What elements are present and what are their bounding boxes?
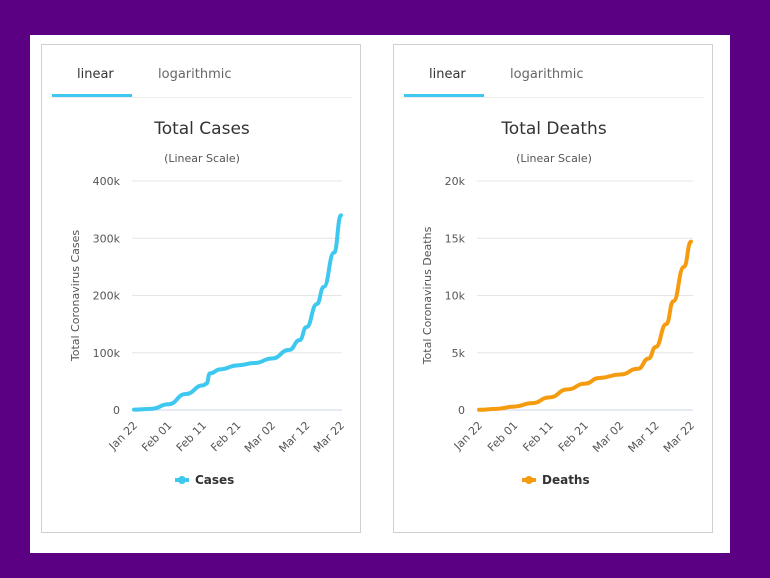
y-tick-label: 15k — [445, 232, 466, 245]
chart-title: Total Deaths — [500, 119, 607, 139]
legend-marker — [525, 476, 533, 484]
series-line-cases — [132, 213, 343, 412]
x-tick-label: Jan 22 — [106, 419, 140, 453]
cases-chart-card: linear logarithmic Total Cases (Linear Sc… — [41, 44, 361, 533]
tab-logarithmic[interactable]: logarithmic — [510, 67, 584, 82]
tab-linear[interactable]: linear — [77, 67, 114, 82]
y-axis-label: Total Coronavirus Deaths — [421, 226, 434, 365]
deaths-chart: Total Deaths (Linear Scale) Total Coronavi… — [421, 119, 697, 487]
y-tick-label: 10k — [445, 290, 466, 303]
legend-item-deaths: Deaths — [542, 473, 590, 487]
y-tick-label: 0 — [458, 404, 465, 417]
x-tick-label: Feb 21 — [556, 419, 591, 454]
y-tick-label: 0 — [113, 404, 120, 417]
y-axis-label: Total Coronavirus Cases — [69, 230, 82, 363]
x-tick-label: Mar 22 — [311, 419, 347, 455]
y-tick-label: 200k — [93, 290, 121, 303]
y-tick-label: 400k — [93, 175, 121, 188]
scale-tabs: linear logarithmic — [404, 63, 704, 98]
x-tick-label: Feb 11 — [520, 419, 555, 454]
y-tick-label: 20k — [445, 175, 466, 188]
legend-marker — [178, 476, 186, 484]
x-tick-label: Mar 12 — [276, 419, 312, 455]
x-tick-label: Feb 01 — [139, 419, 174, 454]
tab-logarithmic[interactable]: logarithmic — [158, 67, 232, 82]
x-tick-label: Mar 22 — [661, 419, 697, 455]
x-tick-label: Feb 21 — [208, 419, 243, 454]
x-tick-label: Feb 11 — [174, 419, 209, 454]
x-tick-label: Mar 02 — [590, 419, 626, 455]
tab-linear[interactable]: linear — [429, 67, 466, 82]
legend-item-cases: Cases — [195, 473, 234, 487]
chart-title: Total Cases — [153, 119, 250, 139]
x-tick-label: Mar 02 — [242, 419, 278, 455]
x-tick-label: Jan 22 — [451, 419, 485, 453]
series-line-deaths — [477, 239, 693, 412]
x-tick-label: Mar 12 — [626, 419, 662, 455]
active-tab-indicator — [404, 94, 484, 97]
y-tick-label: 300k — [93, 232, 121, 245]
deaths-chart-card: linear logarithmic Total Deaths (Linear S… — [393, 44, 713, 533]
chart-subtitle: (Linear Scale) — [164, 152, 240, 165]
active-tab-indicator — [52, 94, 132, 97]
scale-tabs: linear logarithmic — [52, 63, 352, 98]
x-tick-label: Feb 01 — [485, 419, 520, 454]
chart-subtitle: (Linear Scale) — [516, 152, 592, 165]
cases-chart: Total Cases (Linear Scale) Total Coronavir… — [69, 119, 347, 487]
y-tick-label: 5k — [452, 347, 466, 360]
y-tick-label: 100k — [93, 347, 121, 360]
